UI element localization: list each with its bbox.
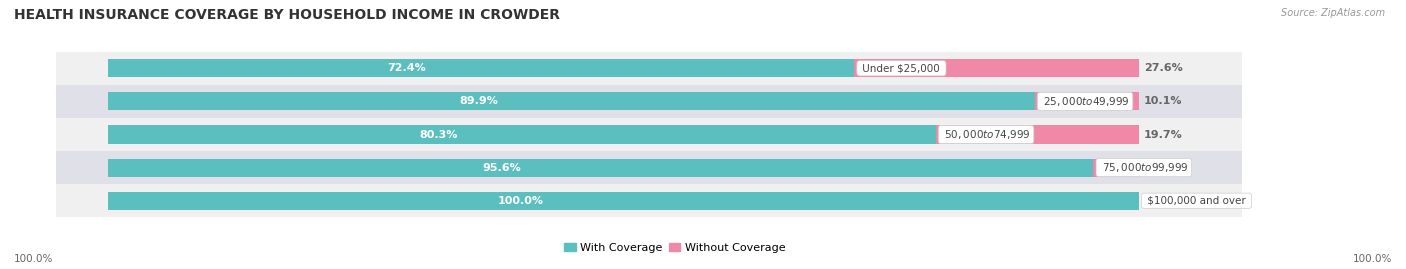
- Bar: [855, 59, 1139, 77]
- Bar: [4, 85, 1241, 118]
- Text: 10.1%: 10.1%: [1144, 96, 1182, 107]
- Text: 4.4%: 4.4%: [1144, 162, 1175, 173]
- Bar: [4, 151, 1241, 184]
- Text: 80.3%: 80.3%: [420, 129, 458, 140]
- Text: 72.4%: 72.4%: [387, 63, 426, 73]
- Bar: [4, 118, 1241, 151]
- Text: $100,000 and over: $100,000 and over: [1144, 196, 1249, 206]
- Text: 0.0%: 0.0%: [1144, 196, 1174, 206]
- Text: 89.9%: 89.9%: [460, 96, 498, 107]
- Text: 27.6%: 27.6%: [1144, 63, 1182, 73]
- Text: HEALTH INSURANCE COVERAGE BY HOUSEHOLD INCOME IN CROWDER: HEALTH INSURANCE COVERAGE BY HOUSEHOLD I…: [14, 8, 560, 22]
- Bar: [1094, 158, 1139, 177]
- Legend: With Coverage, Without Coverage: With Coverage, Without Coverage: [564, 243, 786, 253]
- Text: $50,000 to $74,999: $50,000 to $74,999: [941, 128, 1031, 141]
- Bar: [4, 52, 1241, 85]
- Bar: [108, 158, 1094, 177]
- Text: $75,000 to $99,999: $75,000 to $99,999: [1098, 161, 1189, 174]
- Bar: [4, 184, 1241, 217]
- Text: 95.6%: 95.6%: [482, 162, 522, 173]
- Text: Source: ZipAtlas.com: Source: ZipAtlas.com: [1281, 8, 1385, 18]
- Bar: [108, 59, 855, 77]
- Bar: [936, 125, 1139, 144]
- Bar: [108, 125, 936, 144]
- Text: 100.0%: 100.0%: [498, 196, 543, 206]
- Text: Under $25,000: Under $25,000: [859, 63, 943, 73]
- Text: $25,000 to $49,999: $25,000 to $49,999: [1040, 95, 1130, 108]
- Bar: [108, 192, 1139, 210]
- Text: 19.7%: 19.7%: [1144, 129, 1182, 140]
- Bar: [1035, 92, 1139, 111]
- Text: 100.0%: 100.0%: [14, 254, 53, 264]
- Bar: [108, 92, 1035, 111]
- Text: 100.0%: 100.0%: [1353, 254, 1392, 264]
